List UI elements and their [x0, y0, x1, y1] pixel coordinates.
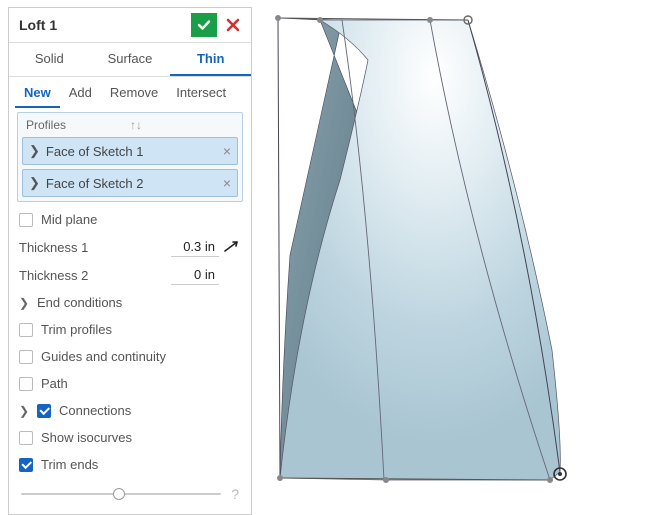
end-conditions-label: End conditions: [37, 295, 241, 310]
isocurves-label: Show isocurves: [41, 430, 241, 445]
subtab-intersect[interactable]: Intersect: [167, 77, 235, 108]
chevron-right-icon: ❯: [29, 143, 40, 159]
subtab-new[interactable]: New: [15, 77, 60, 108]
confirm-button[interactable]: [191, 13, 217, 37]
connections-label: Connections: [59, 403, 241, 418]
profile-label: Face of Sketch 1: [46, 144, 223, 159]
remove-icon[interactable]: ×: [223, 175, 231, 191]
checkbox[interactable]: [19, 431, 33, 445]
checkbox[interactable]: [19, 350, 33, 364]
path-label: Path: [41, 376, 241, 391]
control-point[interactable]: [317, 17, 323, 23]
checkbox[interactable]: [19, 323, 33, 337]
tab-surface[interactable]: Surface: [90, 43, 171, 76]
opacity-slider-row: ?: [17, 478, 243, 506]
guides-label: Guides and continuity: [41, 349, 241, 364]
end-conditions-row[interactable]: ❯ End conditions: [17, 289, 243, 316]
chevron-right-icon: ❯: [19, 404, 31, 418]
thickness1-label: Thickness 1: [19, 240, 171, 255]
thickness2-input[interactable]: 0 in: [171, 265, 219, 285]
checkbox[interactable]: [19, 213, 33, 227]
profiles-section: Profiles ↑↓ ❯ Face of Sketch 1 × ❯ Face …: [17, 112, 243, 202]
control-point[interactable]: [547, 477, 553, 483]
thickness1-row: Thickness 1 0.3 in: [17, 233, 243, 261]
midplane-row[interactable]: Mid plane: [17, 206, 243, 233]
thickness1-input[interactable]: 0.3 in: [171, 237, 219, 257]
checkbox[interactable]: [19, 458, 33, 472]
help-icon[interactable]: ?: [231, 486, 239, 502]
chevron-right-icon: ❯: [29, 175, 40, 191]
midplane-label: Mid plane: [41, 212, 241, 227]
tab-thin[interactable]: Thin: [170, 43, 251, 76]
boolean-tabs: New Add Remove Intersect: [9, 77, 251, 108]
panel-header: Loft 1: [9, 8, 251, 43]
profiles-label: Profiles: [26, 118, 130, 132]
flip-arrow-icon[interactable]: [223, 239, 241, 256]
connections-row[interactable]: ❯ Connections: [17, 397, 243, 424]
profiles-header: Profiles ↑↓: [18, 113, 242, 137]
chevron-right-icon: ❯: [19, 296, 31, 310]
trim-ends-row[interactable]: Trim ends: [17, 451, 243, 478]
loft-feature-panel: Loft 1 Solid Surface Thin New Add Remove…: [8, 7, 252, 515]
control-point[interactable]: [427, 17, 433, 23]
close-icon: [226, 18, 240, 32]
path-row[interactable]: Path: [17, 370, 243, 397]
remove-icon[interactable]: ×: [223, 143, 231, 159]
thickness2-label: Thickness 2: [19, 268, 171, 283]
type-tabs: Solid Surface Thin: [9, 43, 251, 77]
opacity-slider[interactable]: [21, 493, 221, 495]
reorder-icon[interactable]: ↑↓: [130, 118, 234, 132]
isocurves-row[interactable]: Show isocurves: [17, 424, 243, 451]
subtab-add[interactable]: Add: [60, 77, 101, 108]
profile-item[interactable]: ❯ Face of Sketch 1 ×: [22, 137, 238, 165]
control-point[interactable]: [383, 477, 389, 483]
trim-profiles-row[interactable]: Trim profiles: [17, 316, 243, 343]
tab-solid[interactable]: Solid: [9, 43, 90, 76]
checkbox[interactable]: [19, 377, 33, 391]
panel-body: Profiles ↑↓ ❯ Face of Sketch 1 × ❯ Face …: [9, 108, 251, 514]
loft-edge: [278, 18, 280, 478]
profile-item[interactable]: ❯ Face of Sketch 2 ×: [22, 169, 238, 197]
loft-preview: [270, 10, 640, 500]
guides-row[interactable]: Guides and continuity: [17, 343, 243, 370]
subtab-remove[interactable]: Remove: [101, 77, 167, 108]
feature-title: Loft 1: [19, 17, 191, 33]
loft-front-face: [280, 20, 560, 480]
thickness2-row: Thickness 2 0 in: [17, 261, 243, 289]
slider-thumb[interactable]: [113, 488, 125, 500]
checkbox[interactable]: [37, 404, 51, 418]
profile-label: Face of Sketch 2: [46, 176, 223, 191]
control-point[interactable]: [275, 15, 281, 21]
cancel-button[interactable]: [221, 13, 245, 37]
check-icon: [196, 17, 212, 33]
3d-viewport[interactable]: [270, 10, 640, 500]
control-point[interactable]: [277, 475, 283, 481]
trim-ends-label: Trim ends: [41, 457, 241, 472]
trim-profiles-label: Trim profiles: [41, 322, 241, 337]
